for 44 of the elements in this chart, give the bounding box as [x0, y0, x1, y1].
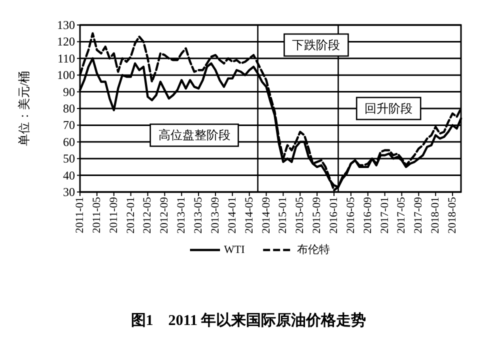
- x-tick-label: 2013-05: [192, 196, 205, 234]
- annotation: 下跌阶段: [292, 38, 340, 52]
- x-tick-label: 2018-05: [446, 196, 459, 234]
- x-tick-label: 2014-05: [243, 196, 256, 234]
- x-tick-label: 2011-05: [90, 196, 103, 234]
- annotation: 高位盘整阶段: [150, 124, 239, 147]
- x-tick-label: 2015-01: [277, 197, 290, 234]
- x-tick-label: 2012-05: [142, 196, 154, 234]
- x-tick-label: 2017-05: [396, 196, 408, 234]
- x-tick-label: 2014-09: [260, 196, 272, 234]
- legend-label: WTI: [224, 244, 246, 256]
- x-tick-label: 2016-01: [328, 197, 340, 234]
- y-tick-label: 130: [57, 18, 75, 32]
- x-tick-label: 2016-09: [362, 196, 374, 234]
- x-tick-label: 2011-09: [108, 196, 120, 234]
- y-tick-label: 100: [57, 68, 75, 82]
- x-tick-label: 2011-01: [74, 197, 86, 234]
- annotation: 下跌阶段: [284, 33, 349, 57]
- x-tick-label: 2015-09: [311, 196, 324, 234]
- y-tick-label: 120: [57, 34, 75, 49]
- y-tick-label: 50: [63, 152, 75, 166]
- x-tick-label: 2013-01: [176, 197, 188, 234]
- annotation: 回升阶段: [356, 96, 422, 120]
- y-axis-title: 单位：美元/桶: [17, 70, 31, 146]
- x-tick-label: 2012-09: [158, 196, 171, 234]
- x-tick-label: 2012-01: [124, 197, 137, 234]
- y-tick-label: 40: [63, 168, 75, 182]
- y-tick-label: 80: [63, 102, 75, 116]
- y-tick-label: 110: [57, 51, 75, 66]
- y-tick-label: 30: [63, 185, 75, 199]
- x-tick-label: 2013-09: [209, 196, 222, 234]
- annotation: 回升阶段: [364, 102, 413, 116]
- legend-label: 布伦特: [297, 244, 330, 256]
- x-tick-label: 2014-01: [226, 197, 238, 234]
- y-tick-label: 60: [63, 134, 75, 149]
- x-tick-label: 2018-01: [430, 197, 442, 234]
- x-tick-label: 2016-05: [344, 196, 357, 234]
- x-tick-label: 2017-01: [378, 197, 391, 234]
- x-tick-label: 2017-09: [412, 196, 425, 234]
- y-tick-label: 90: [63, 84, 75, 99]
- text: 图1 2011 年以来国际原油价格走势: [130, 312, 366, 329]
- annotation: 高位盘整阶段: [158, 128, 230, 142]
- x-tick-label: 2015-05: [294, 196, 306, 234]
- y-tick-label: 70: [63, 118, 75, 132]
